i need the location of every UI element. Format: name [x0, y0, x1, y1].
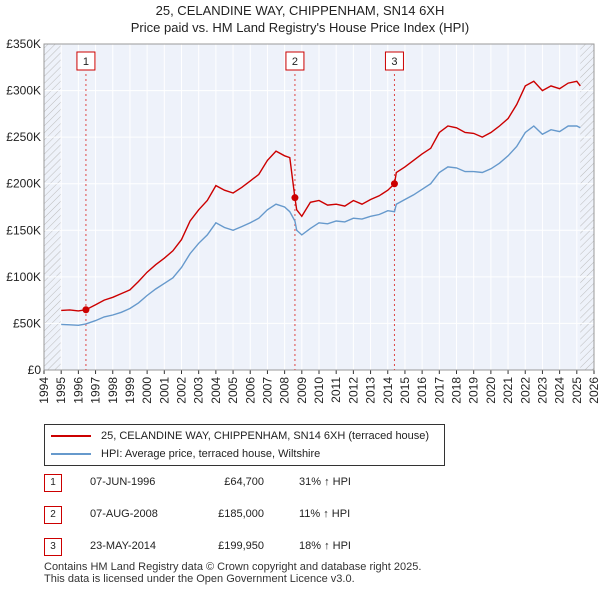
x-tick-label: 1999 [123, 377, 137, 404]
sale-point [291, 194, 299, 202]
series-line-hpi [61, 125, 581, 327]
x-tick-label: 2013 [364, 377, 378, 404]
x-tick-label: 2023 [535, 377, 549, 404]
x-tick-label: 2010 [312, 377, 326, 404]
transaction-date: 07-AUG-2008 [90, 508, 158, 520]
x-tick-label: 2019 [467, 377, 481, 404]
x-tick-label: 2008 [278, 377, 292, 404]
legend-swatch-hpi [51, 453, 91, 455]
x-tick-label: 2020 [484, 377, 498, 404]
x-tick-label: 2026 [587, 377, 600, 404]
marker-box [285, 51, 305, 71]
transaction-hpi: 18% ↑ HPI [299, 540, 351, 552]
legend-label-property: 25, CELANDINE WAY, CHIPPENHAM, SN14 6XH … [101, 430, 430, 442]
legend-swatch-property [51, 435, 91, 437]
x-tick-label: 2001 [157, 377, 171, 404]
x-tick-label: 2005 [226, 377, 240, 404]
x-tick-label: 2011 [329, 377, 343, 403]
series-line-property [61, 80, 581, 312]
x-tick-label: 1998 [106, 377, 120, 404]
transaction-number: 2 [44, 506, 62, 524]
transaction-row: 3 23-MAY-2014 £199,950 18% ↑ HPI [44, 538, 564, 556]
x-tick-label: 1996 [71, 377, 85, 404]
marker-box [76, 51, 96, 71]
transaction-price: £64,700 [224, 476, 264, 488]
marker-box [384, 51, 404, 71]
x-tick-label: 2024 [553, 377, 567, 404]
x-tick-label: 1995 [54, 377, 68, 404]
x-tick-label: 2015 [398, 377, 412, 404]
price-chart: £0 £50K £100K £150K £200K £250K £300K £350K 1994… [6, 37, 600, 404]
hatched-region [580, 44, 594, 370]
legend-label-hpi: HPI: Average price, terraced house, Wilt… [101, 448, 321, 460]
x-tick-label: 1994 [37, 377, 51, 404]
marker-label: 2 [292, 56, 298, 68]
y-tick-label: £100K [6, 270, 41, 284]
hatched-region [44, 44, 62, 370]
y-tick-label: £200K [6, 177, 41, 191]
x-tick-label: 1997 [89, 377, 103, 404]
y-tick-label: £0 [28, 363, 42, 377]
chart-title-line2: Price paid vs. HM Land Registry's House … [130, 20, 470, 35]
x-tick-label: 2003 [192, 377, 206, 404]
transaction-hpi: 11% ↑ HPI [299, 508, 351, 520]
y-tick-label: £300K [6, 84, 41, 98]
x-tick-label: 2002 [175, 377, 189, 404]
marker-label: 3 [391, 56, 397, 68]
sale-point [390, 180, 398, 188]
legend-item-hpi: HPI: Average price, terraced house, Wilt… [51, 446, 320, 462]
x-tick-label: 2012 [346, 377, 360, 404]
x-tick-label: 2022 [518, 377, 532, 404]
x-tick-label: 2004 [209, 377, 223, 404]
y-tick-label: £150K [6, 223, 41, 237]
footer-copyright: Contains HM Land Registry data © Crown c… [44, 561, 422, 573]
x-tick-label: 2018 [450, 377, 464, 404]
x-tick-label: 2025 [570, 377, 584, 404]
transaction-date: 07-JUN-1996 [90, 476, 156, 488]
transaction-date: 23-MAY-2014 [90, 540, 157, 552]
footer-license: This data is licensed under the Open Gov… [44, 573, 355, 585]
x-tick-label: 2021 [501, 377, 515, 404]
legend: 25, CELANDINE WAY, CHIPPENHAM, SN14 6XH … [44, 424, 445, 466]
transaction-number: 1 [44, 474, 62, 492]
x-tick-label: 2014 [381, 377, 395, 404]
plot-border [43, 43, 595, 371]
x-tick-label: 2000 [140, 377, 154, 404]
y-tick-label: £350K [6, 37, 41, 51]
sale-point [82, 306, 90, 314]
transaction-row: 2 07-AUG-2008 £185,000 11% ↑ HPI [44, 506, 564, 524]
x-tick-label: 2009 [295, 377, 309, 404]
transaction-number: 3 [44, 538, 62, 556]
x-tick-label: 2017 [432, 377, 446, 404]
x-tick-label: 2007 [260, 377, 274, 404]
chart-title-line1: 25, CELANDINE WAY, CHIPPENHAM, SN14 6XH [155, 3, 445, 18]
transaction-price: £185,000 [218, 508, 264, 520]
marker-label: 1 [83, 56, 89, 68]
legend-item-property: 25, CELANDINE WAY, CHIPPENHAM, SN14 6XH … [51, 428, 429, 444]
transaction-row: 1 07-JUN-1996 £64,700 31% ↑ HPI [44, 474, 564, 492]
x-tick-label: 2016 [415, 377, 429, 404]
transaction-price: £199,950 [218, 540, 264, 552]
y-tick-label: £50K [13, 316, 41, 330]
y-tick-label: £250K [6, 130, 41, 144]
transaction-hpi: 31% ↑ HPI [299, 476, 351, 488]
x-tick-label: 2006 [243, 377, 257, 404]
